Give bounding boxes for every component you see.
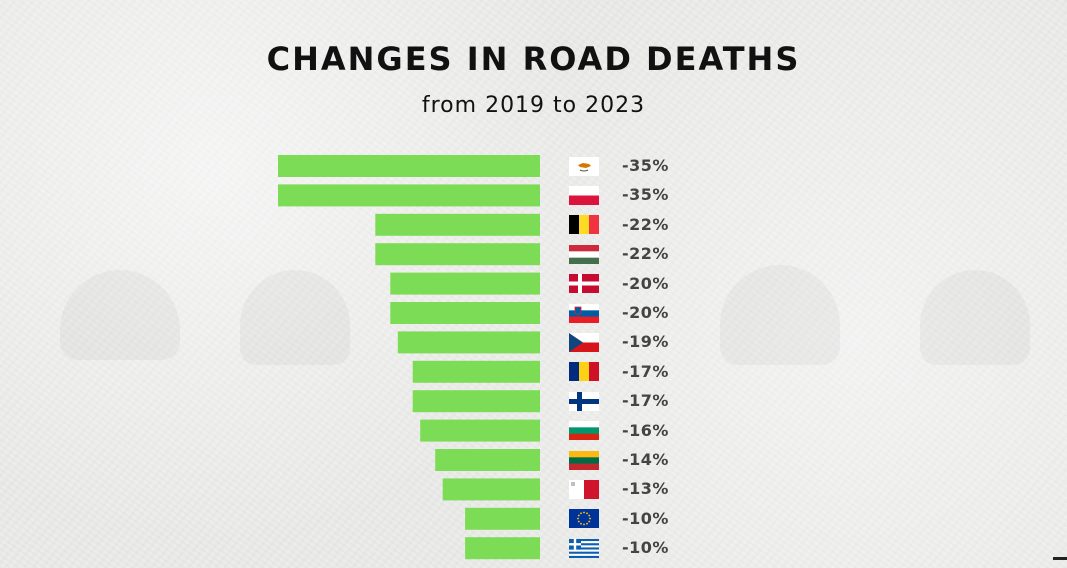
value-label: -35% bbox=[622, 185, 669, 205]
value-label: -10% bbox=[622, 538, 669, 558]
bar-denmark bbox=[390, 272, 540, 295]
bar-eu bbox=[465, 507, 540, 530]
hungary-flag bbox=[569, 244, 599, 264]
bar-finland bbox=[412, 390, 540, 413]
bar-slovenia bbox=[390, 302, 540, 324]
bar-poland bbox=[278, 184, 540, 207]
lithuania-flag bbox=[569, 450, 599, 470]
chart-title: CHANGES IN ROAD DEATHS bbox=[266, 40, 801, 78]
cyprus-flag bbox=[569, 156, 599, 176]
value-label: -19% bbox=[622, 332, 669, 352]
value-label: -17% bbox=[622, 361, 669, 381]
belgium-flag bbox=[569, 215, 599, 235]
value-label: -20% bbox=[622, 273, 669, 293]
slovenia-flag bbox=[569, 303, 599, 323]
bar-hungary bbox=[375, 243, 540, 266]
value-label: -22% bbox=[622, 244, 669, 264]
value-label: -17% bbox=[622, 391, 669, 411]
bar-czechia bbox=[397, 331, 540, 354]
bar-cyprus bbox=[278, 155, 540, 177]
value-label: -10% bbox=[622, 508, 669, 528]
value-label: -35% bbox=[622, 156, 669, 175]
value-label: -13% bbox=[622, 479, 669, 499]
bar-lithuania bbox=[435, 449, 540, 471]
chart-subtitle: from 2019 to 2023 bbox=[421, 93, 646, 118]
eu-flag bbox=[569, 509, 599, 529]
poland-flag bbox=[569, 185, 599, 205]
czechia-flag bbox=[569, 332, 599, 352]
value-label: -20% bbox=[622, 303, 669, 322]
romania-flag bbox=[569, 362, 599, 382]
value-label: -14% bbox=[622, 450, 669, 469]
value-label: -22% bbox=[622, 214, 669, 234]
malta-flag bbox=[569, 479, 599, 499]
bar-belgium bbox=[375, 213, 540, 236]
denmark-flag bbox=[569, 274, 599, 294]
value-label: -16% bbox=[622, 420, 669, 440]
bulgaria-flag bbox=[569, 421, 599, 441]
bar-malta bbox=[442, 478, 540, 501]
bar-romania bbox=[412, 360, 540, 383]
finland-flag bbox=[569, 391, 599, 411]
greece-flag bbox=[569, 538, 599, 558]
bar-greece bbox=[465, 537, 540, 560]
corner-mark bbox=[1053, 557, 1067, 560]
bar-bulgaria bbox=[420, 419, 540, 442]
